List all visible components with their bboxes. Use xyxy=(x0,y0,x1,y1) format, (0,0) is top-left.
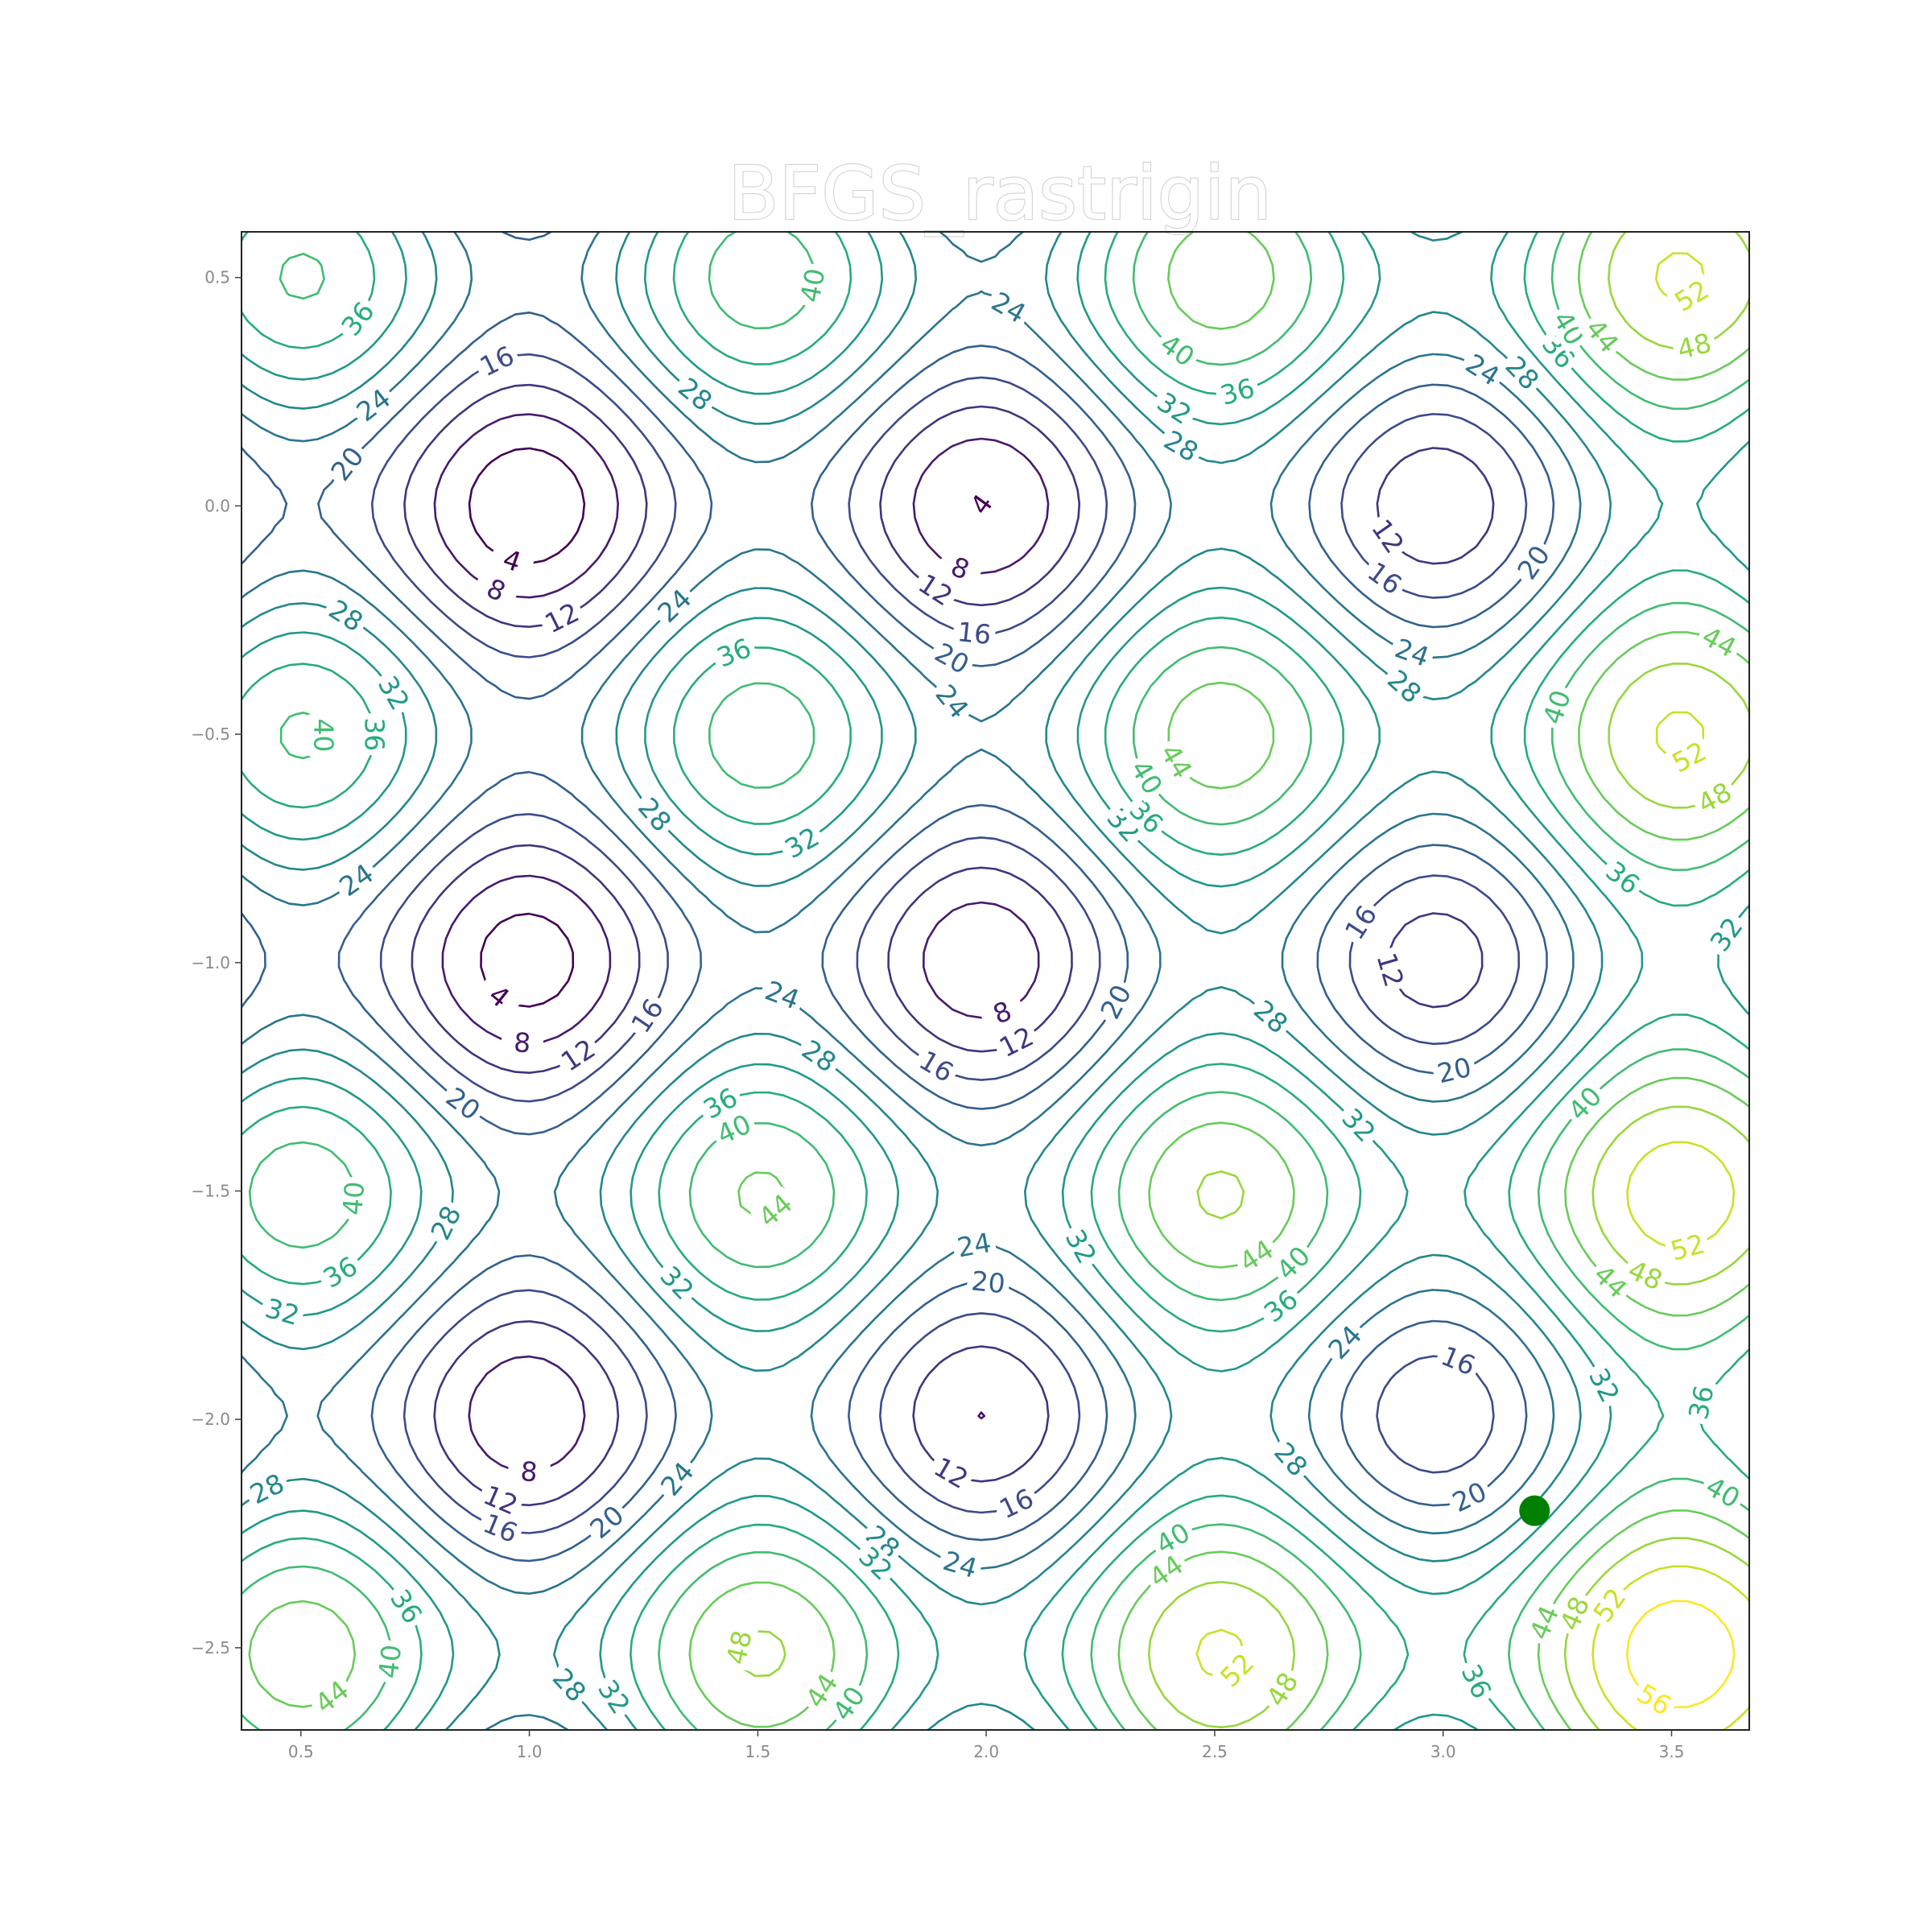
contour-label-28: 28 xyxy=(547,1662,592,1708)
contour-label-28: 28 xyxy=(1268,1436,1314,1482)
x-tick-label: 2.5 xyxy=(1202,1742,1228,1761)
contour-label-40: 40 xyxy=(336,1180,370,1216)
y-tick-label: −2.0 xyxy=(191,1410,230,1429)
contour-label-36: 36 xyxy=(384,1583,429,1629)
optimizer-points xyxy=(1519,1496,1550,1526)
contour-label-32: 32 xyxy=(592,1674,637,1720)
contour-label-28: 28 xyxy=(796,1034,842,1079)
contour-label-32: 32 xyxy=(372,671,416,716)
contour-label-16: 16 xyxy=(914,1044,959,1088)
contour-label-28: 28 xyxy=(1248,994,1294,1040)
x-tick-label: 1.5 xyxy=(745,1742,770,1761)
contour-label-20: 20 xyxy=(440,1081,486,1126)
contour-label-20: 20 xyxy=(584,1499,630,1545)
contour-label-36: 36 xyxy=(359,717,390,751)
contour-label-24: 24 xyxy=(333,857,379,902)
contour-label-36: 36 xyxy=(1258,1283,1304,1329)
contour-label-16: 16 xyxy=(1339,900,1384,945)
x-tick-label: 0.5 xyxy=(288,1742,314,1761)
x-tick-label: 3.0 xyxy=(1430,1742,1456,1761)
x-tick-label: 2.0 xyxy=(973,1742,999,1761)
y-tick-label: 0.5 xyxy=(204,268,230,287)
contour-label-48: 48 xyxy=(1692,776,1736,819)
contour-label-20: 20 xyxy=(1435,1051,1475,1090)
y-tick-label: −2.5 xyxy=(191,1638,230,1657)
contour-label-44: 44 xyxy=(753,1187,799,1233)
contour-label-36: 36 xyxy=(1682,1383,1720,1422)
optimizer-point xyxy=(1519,1496,1550,1526)
contour-label-32: 32 xyxy=(779,821,824,865)
x-axis: 0.5 1.0 1.5 2.0 2.5 3.0 3.5 xyxy=(288,1730,1685,1761)
contour-label-24: 24 xyxy=(654,1455,700,1501)
contour-label-28: 28 xyxy=(324,593,369,638)
contour-label-48: 48 xyxy=(720,1628,758,1668)
contour-label-40: 40 xyxy=(373,1643,408,1680)
y-tick-label: −0.5 xyxy=(191,724,230,744)
contour-label-16: 16 xyxy=(1362,555,1408,601)
contour-label-44: 44 xyxy=(1697,620,1741,663)
x-tick-label: 3.5 xyxy=(1659,1742,1685,1761)
contour-label-48: 48 xyxy=(1260,1666,1304,1711)
y-tick-label: −1.0 xyxy=(191,953,230,972)
contour-label-32: 32 xyxy=(1704,911,1749,957)
contour-label-8: 8 xyxy=(519,1455,539,1488)
chart-title: BFGS_rastrigin xyxy=(728,151,1272,237)
contour-label-40: 40 xyxy=(308,718,339,752)
contour-label-12: 12 xyxy=(555,1033,601,1078)
contour-label-36: 36 xyxy=(318,1250,363,1294)
contour-label-52: 52 xyxy=(1214,1647,1260,1693)
contour-label-52: 52 xyxy=(1669,274,1714,318)
contour-label-40: 40 xyxy=(1154,328,1200,373)
contour-level-4 xyxy=(469,448,983,1007)
contour-label-40: 40 xyxy=(1700,1470,1745,1514)
contour-label-40: 40 xyxy=(794,266,831,305)
contour-label-20: 20 xyxy=(970,1265,1007,1299)
contour-level-48 xyxy=(738,209,1773,1753)
y-tick-label: −1.5 xyxy=(191,1181,230,1200)
contour-label-24: 24 xyxy=(955,1227,993,1264)
y-axis: 0.5 0.0 −0.5 −1.0 −1.5 −2.0 −2.5 xyxy=(191,268,242,1657)
contour-label-12: 12 xyxy=(929,1451,974,1495)
contour-label-32: 32 xyxy=(1152,386,1197,431)
contour-label-8: 8 xyxy=(513,1026,532,1059)
y-tick-label: 0.0 xyxy=(204,496,230,515)
contour-label-24: 24 xyxy=(929,679,975,724)
contour-label-32: 32 xyxy=(1059,1224,1103,1269)
contour-label-36: 36 xyxy=(1600,855,1645,901)
x-tick-label: 1.0 xyxy=(517,1742,543,1761)
